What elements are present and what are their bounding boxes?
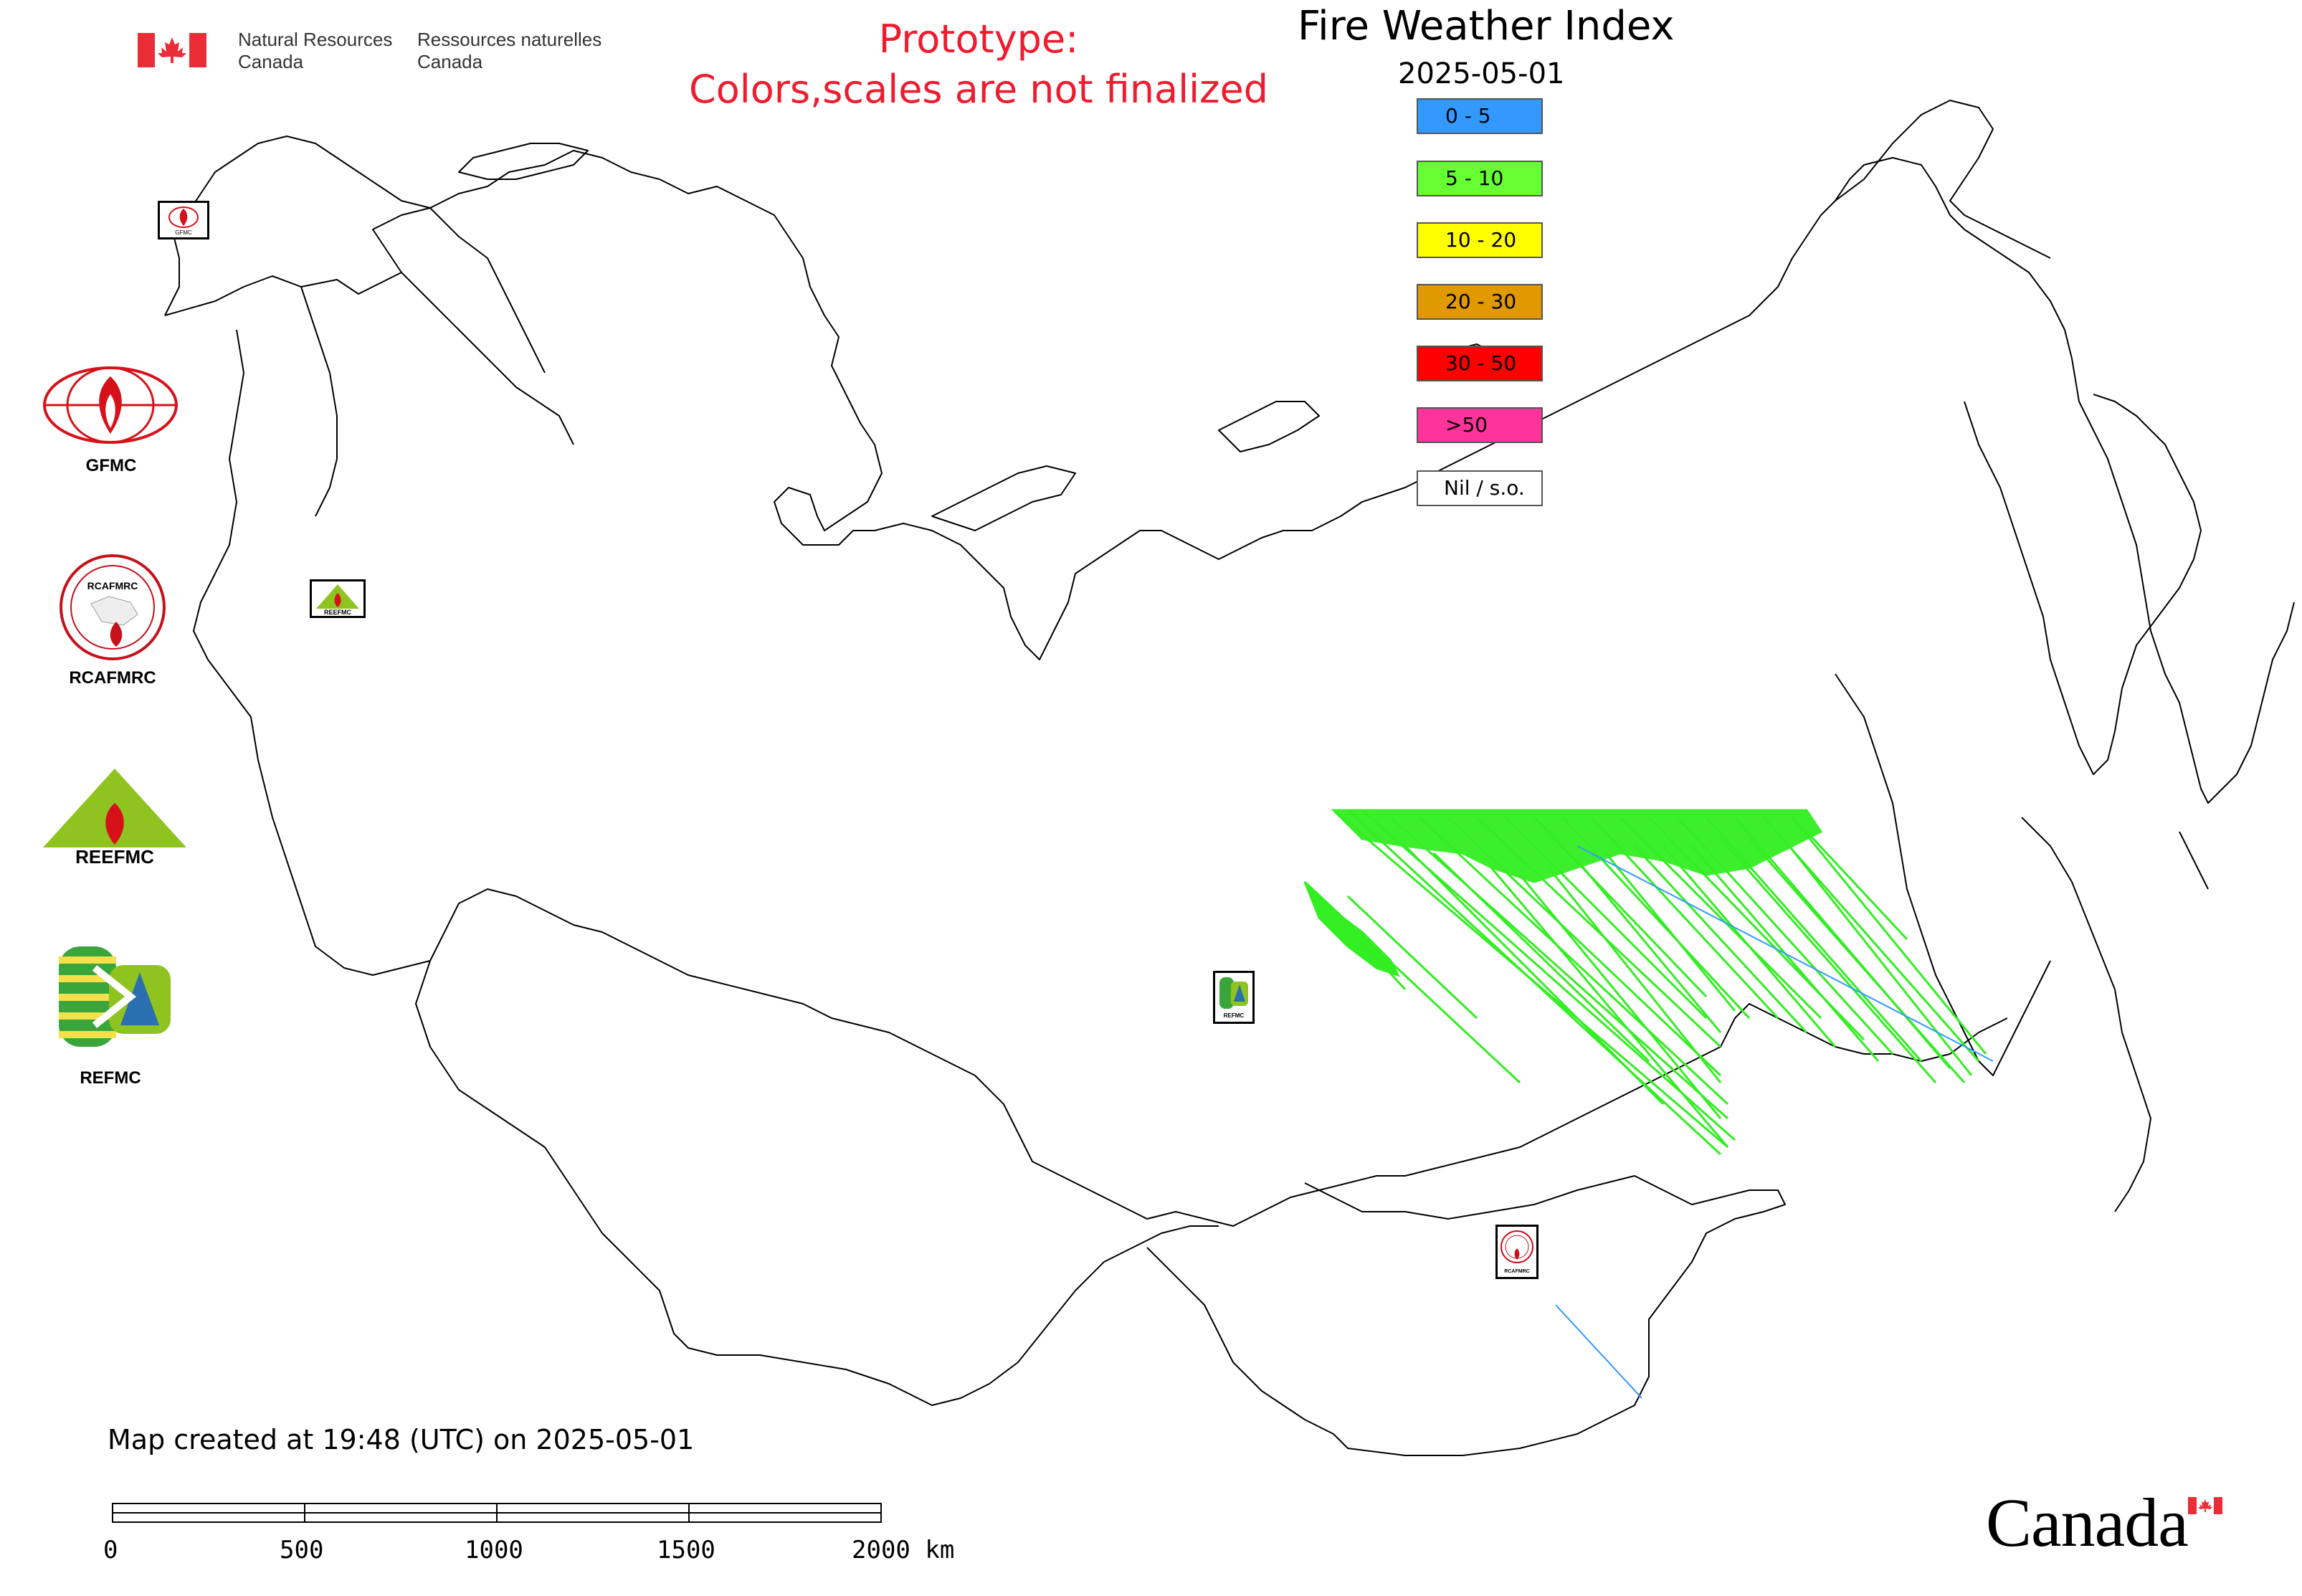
agency-name-fr: Ressources naturelles Canada xyxy=(417,29,602,72)
legend-label: >50 xyxy=(1445,413,1488,437)
map-title: Fire Weather Index xyxy=(1298,3,1675,49)
map-marker-rcafmrc[interactable]: RCAFMRC xyxy=(1495,1225,1538,1279)
russia-outline xyxy=(164,150,2295,804)
prototype-notice: Prototype: Colors,scales are not finaliz… xyxy=(689,16,1268,112)
fwi-data-blue xyxy=(1555,845,1994,1399)
map-marker-reefmc[interactable]: REEFMC xyxy=(310,579,366,618)
map-date: 2025-05-01 xyxy=(1398,57,1565,90)
legend-label: Nil / s.o. xyxy=(1444,476,1525,500)
refmc-label: REFMC xyxy=(80,1068,141,1088)
legend-item-5-10: 5 - 10 xyxy=(1417,161,1543,196)
mongolia-outline xyxy=(1146,1175,1786,1456)
fwi-data-layer xyxy=(1303,809,1987,1156)
map-marker-gfmc[interactable]: GFMC xyxy=(158,201,209,239)
agency-name-en: Natural Resources Canada xyxy=(238,29,393,72)
legend-label: 5 - 10 xyxy=(1445,166,1504,190)
scale-label-500: 500 xyxy=(280,1536,324,1564)
scale-label-2000-km: 2000 km xyxy=(852,1536,955,1564)
rcafmrc-label: RCAFMRC xyxy=(69,668,156,688)
kazakhstan-outline xyxy=(415,960,1219,1406)
scale-bar xyxy=(112,1503,882,1524)
refmc-logo-icon xyxy=(59,946,172,1047)
arctic-islands xyxy=(458,143,1492,531)
marker-label: RCAFMRC xyxy=(1504,1269,1529,1274)
legend-label: 10 - 20 xyxy=(1445,228,1517,252)
marker-label: REEFMC xyxy=(324,609,352,616)
marker-label: GFMC xyxy=(175,229,192,236)
legend-label: 20 - 30 xyxy=(1445,290,1517,313)
gfmc-label: GFMC xyxy=(85,456,137,475)
legend-item-10-20: 10 - 20 xyxy=(1417,222,1543,258)
kamchatka-outline xyxy=(1964,394,2202,775)
canada-wordmark-text: Canada xyxy=(1986,1484,2189,1561)
gfmc-logo-icon xyxy=(40,362,181,448)
scale-label-1500: 1500 xyxy=(657,1536,715,1564)
islands-outline xyxy=(2021,817,2209,1212)
rcafmrc-logo-icon: RCAFMRC xyxy=(59,554,166,661)
legend-item-0-5: 0 - 5 xyxy=(1417,98,1543,134)
wordmark-flag-icon xyxy=(2188,1497,2222,1514)
map-marker-refmc[interactable]: REFMC xyxy=(1213,971,1255,1024)
legend-label: 30 - 50 xyxy=(1445,351,1517,375)
canada-flag-icon xyxy=(138,33,206,67)
legend-item-over-50: >50 xyxy=(1417,407,1543,443)
scale-label-1000: 1000 xyxy=(465,1536,523,1564)
legend-item-20-30: 20 - 30 xyxy=(1417,284,1543,320)
legend-item-30-50: 30 - 50 xyxy=(1417,346,1543,381)
map-created-text: Map created at 19:48 (UTC) on 2025-05-01 xyxy=(108,1424,695,1455)
europe-outline xyxy=(164,136,574,818)
legend-label: 0 - 5 xyxy=(1445,104,1491,128)
southern-border xyxy=(272,817,2008,1227)
chukotka-outline xyxy=(1835,100,2051,259)
reefmc-logo-text: REEFMC xyxy=(75,846,154,868)
canada-wordmark: Canada xyxy=(1986,1483,2189,1562)
scale-label-0: 0 xyxy=(103,1536,118,1564)
pacific-coast-outline xyxy=(1835,673,2051,1076)
marker-label: REFMC xyxy=(1224,1012,1245,1019)
rcafmrc-logo-text: RCAFMRC xyxy=(87,580,138,592)
legend-item-nil: Nil / s.o. xyxy=(1417,470,1543,506)
reefmc-logo-icon: REEFMC xyxy=(39,767,191,868)
